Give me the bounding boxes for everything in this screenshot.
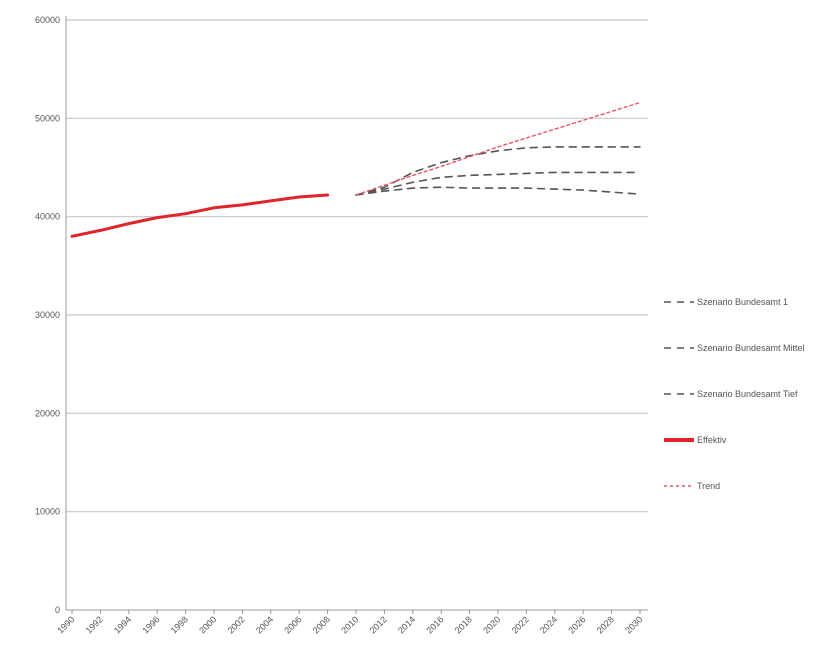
- series-line-1: [355, 171, 641, 196]
- x-tick-label: 2008: [311, 614, 332, 635]
- x-tick-label: 2002: [226, 614, 247, 635]
- series-line-4: [355, 101, 641, 196]
- x-tick-label: 2030: [623, 614, 644, 635]
- y-tick-label: 20000: [35, 408, 60, 418]
- series-line-0: [355, 146, 641, 196]
- x-tick-label: 2022: [510, 614, 531, 635]
- x-tick-label: 2024: [538, 614, 559, 635]
- legend-label-3: Effektiv: [697, 435, 727, 445]
- y-tick-labels: 0 10000 20000 30000 40000 50000 60000: [35, 15, 60, 615]
- x-tick-label: 2018: [453, 614, 474, 635]
- y-tick-label: 40000: [35, 212, 60, 222]
- y-tick-label: 0: [55, 605, 60, 615]
- x-tick-label: 2012: [368, 614, 389, 635]
- x-tick-label: 2000: [197, 614, 218, 635]
- axes: [65, 16, 648, 614]
- x-tick-label: 1990: [55, 614, 76, 635]
- x-tick-label: 2014: [396, 614, 417, 635]
- gridlines: [66, 19, 648, 513]
- legend-label-1: Szenario Bundesamt Mittel: [697, 343, 805, 353]
- x-tick-label: 2006: [282, 614, 303, 635]
- legend-label-2: Szenario Bundesamt Tief: [697, 389, 798, 399]
- x-tick-label: 2026: [566, 614, 587, 635]
- x-tick-label: 2016: [424, 614, 445, 635]
- x-tick-labels: 1990 1992 1994 1996 1998 2000 2002 2004 2006 2008…: [55, 614, 644, 635]
- y-tick-label: 50000: [35, 113, 60, 123]
- series-line-2: [355, 186, 641, 196]
- y-tick-label: 30000: [35, 310, 60, 320]
- series-line-3: [70, 193, 330, 238]
- x-tick-label: 1994: [112, 614, 133, 635]
- legend-label-4: Trend: [697, 481, 720, 491]
- x-tick-label: 2010: [339, 614, 360, 635]
- x-tick-label: 1992: [84, 614, 105, 635]
- y-tick-label: 60000: [35, 15, 60, 25]
- x-tick-label: 2004: [254, 614, 275, 635]
- x-tick-label: 2028: [595, 614, 616, 635]
- legend: Szenario Bundesamt 1 Szenario Bundesamt M…: [664, 297, 805, 491]
- x-tick-label: 1996: [140, 614, 161, 635]
- series-lines: [70, 101, 641, 238]
- y-tick-label: 10000: [35, 507, 60, 517]
- legend-label-0: Szenario Bundesamt 1: [697, 297, 788, 307]
- x-tick-label: 2020: [481, 614, 502, 635]
- x-tick-label: 1998: [169, 614, 190, 635]
